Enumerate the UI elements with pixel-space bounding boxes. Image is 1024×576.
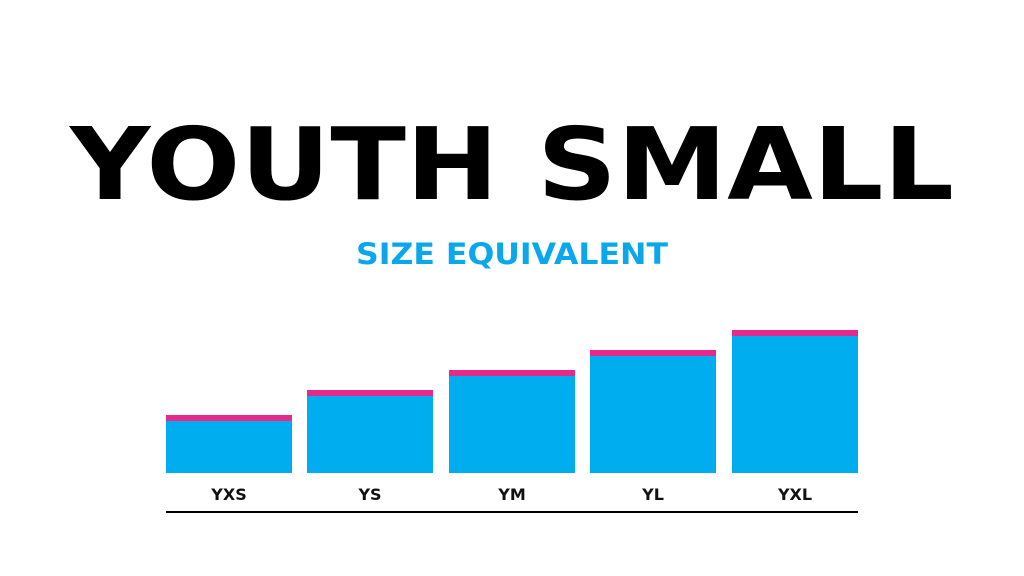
size-bar-cap [307, 390, 433, 396]
size-label: YM [497, 485, 526, 504]
size-bar-cap [590, 350, 716, 356]
size-label: YL [641, 485, 664, 504]
size-bar [590, 350, 716, 473]
size-bar-cap [449, 370, 575, 376]
size-bar [166, 415, 292, 473]
size-label: YXS [210, 485, 246, 504]
size-bar-cap [166, 415, 292, 421]
size-labels: YXS YS YM YL YXL [210, 485, 812, 504]
subtitle: SIZE EQUIVALENT [356, 237, 668, 271]
title: YOUTH SMALL [69, 106, 954, 223]
size-bar [307, 390, 433, 473]
size-bars [166, 330, 858, 473]
size-label: YXL [777, 485, 812, 504]
size-label: YS [357, 485, 381, 504]
size-bar-cap [732, 330, 858, 336]
size-bar [732, 330, 858, 473]
size-bar [449, 370, 575, 473]
